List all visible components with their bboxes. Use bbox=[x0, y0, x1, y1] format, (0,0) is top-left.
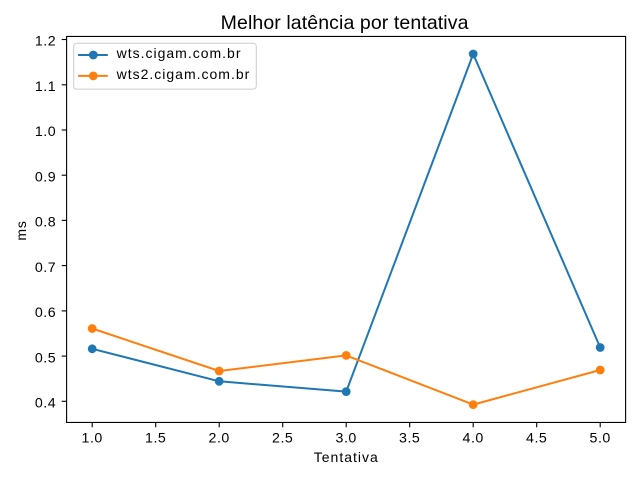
svg-text:1.5: 1.5 bbox=[145, 431, 166, 447]
svg-text:0.6: 0.6 bbox=[35, 305, 56, 321]
svg-text:0.7: 0.7 bbox=[35, 260, 56, 276]
svg-text:2.5: 2.5 bbox=[272, 431, 293, 447]
svg-text:4.0: 4.0 bbox=[463, 431, 484, 447]
svg-text:0.5: 0.5 bbox=[35, 350, 56, 366]
svg-text:ms: ms bbox=[13, 220, 29, 240]
svg-text:0.9: 0.9 bbox=[35, 169, 56, 185]
svg-text:1.2: 1.2 bbox=[35, 34, 56, 50]
svg-text:3.5: 3.5 bbox=[399, 431, 420, 447]
svg-text:2.0: 2.0 bbox=[209, 431, 230, 447]
svg-text:0.8: 0.8 bbox=[35, 215, 56, 231]
svg-text:1.0: 1.0 bbox=[35, 124, 56, 140]
svg-text:1.0: 1.0 bbox=[82, 431, 103, 447]
svg-text:wts.cigam.com.br: wts.cigam.com.br bbox=[116, 45, 242, 61]
svg-text:0.4: 0.4 bbox=[35, 396, 56, 412]
svg-text:wts2.cigam.com.br: wts2.cigam.com.br bbox=[116, 66, 251, 82]
svg-text:Tentativa: Tentativa bbox=[314, 449, 379, 465]
svg-text:5.0: 5.0 bbox=[590, 431, 611, 447]
svg-text:3.0: 3.0 bbox=[336, 431, 357, 447]
svg-text:4.5: 4.5 bbox=[526, 431, 547, 447]
svg-text:Melhor latência por tentativa: Melhor latência por tentativa bbox=[221, 12, 469, 34]
svg-text:1.1: 1.1 bbox=[35, 79, 56, 95]
